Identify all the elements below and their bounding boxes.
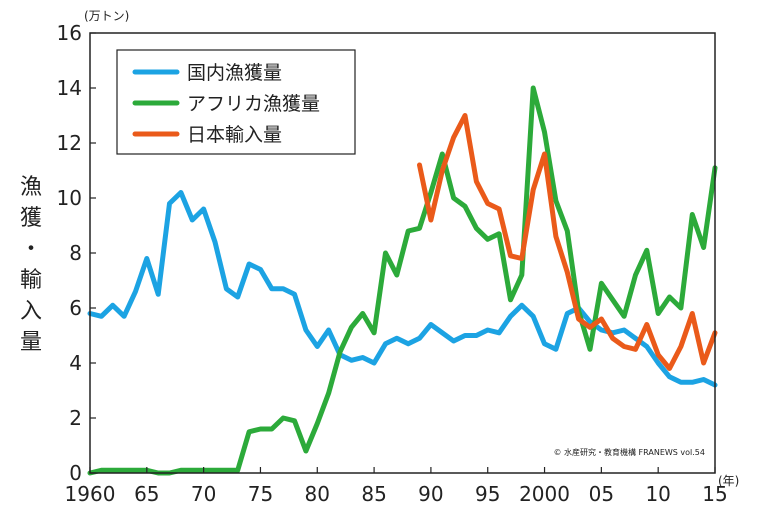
y-tick-label: 14 [57, 76, 82, 100]
y-axis-title-char: ・ [20, 237, 42, 262]
series-line-1 [87, 190, 718, 388]
x-tick-label: 80 [305, 482, 330, 506]
x-tick-label: 1960 [65, 482, 116, 506]
legend-label: アフリカ漁獲量 [187, 93, 320, 115]
y-axis-title-char: 量 [20, 330, 42, 355]
x-tick-label: 90 [418, 482, 443, 506]
x-tick-label: 70 [191, 482, 216, 506]
x-tick-label: 2000 [519, 482, 570, 506]
x-tick-label: 10 [645, 482, 670, 506]
y-tick-label: 16 [57, 21, 82, 45]
x-tick-label: 05 [589, 482, 614, 506]
y-axis-title-char: 輸 [20, 268, 42, 293]
y-tick-label: 4 [69, 351, 82, 375]
y-tick-label: 10 [57, 186, 82, 210]
y-axis-title-char: 獲 [20, 206, 42, 231]
legend-label: 国内漁獲量 [187, 62, 282, 84]
series-line-3 [417, 113, 718, 371]
y-unit-label: (万トン) [84, 9, 129, 23]
x-tick-label: 95 [475, 482, 500, 506]
y-tick-label: 6 [69, 296, 82, 320]
x-unit-label: (年) [718, 474, 739, 488]
x-tick-label: 85 [361, 482, 386, 506]
series-line-2 [87, 85, 718, 476]
y-axis-title-char: 入 [20, 299, 42, 324]
credit-note: © 水産研究・教育機構 FRANEWS vol.54 [553, 447, 705, 457]
y-tick-label: 8 [69, 241, 82, 265]
x-tick-label: 75 [248, 482, 273, 506]
y-tick-label: 2 [69, 406, 82, 430]
y-axis-title-char: 漁 [20, 175, 42, 200]
y-tick-label: 0 [69, 461, 82, 485]
series-lines [87, 85, 718, 476]
axis-ticks: 0 2 4 6 8 10 12 14 16 1960 65 70 75 80 85 90 95 2000 05 10 1… [57, 21, 728, 506]
x-tick-label: 15 [702, 482, 727, 506]
y-axis-title: 漁獲・輸入量 [20, 175, 42, 355]
y-tick-label: 12 [57, 131, 82, 155]
x-tick-label: 65 [134, 482, 159, 506]
legend-label: 日本輸入量 [187, 124, 282, 146]
